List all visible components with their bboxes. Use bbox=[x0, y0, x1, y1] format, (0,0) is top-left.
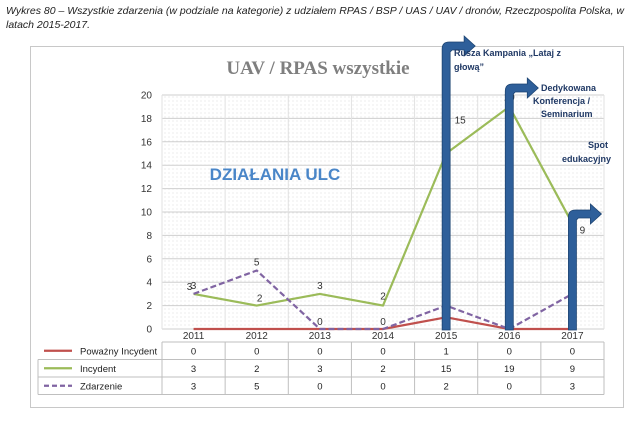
table-cell: 0 bbox=[317, 346, 322, 357]
y-tick-label: 16 bbox=[141, 137, 153, 148]
table-cell: 3 bbox=[191, 381, 196, 392]
table-cell: 5 bbox=[254, 381, 259, 392]
table-cell: 2 bbox=[443, 381, 448, 392]
table-cell: 0 bbox=[380, 381, 385, 392]
table-cell: 0 bbox=[317, 381, 322, 392]
x-tick-label: 2011 bbox=[183, 331, 205, 342]
x-tick-label: 2017 bbox=[561, 331, 584, 342]
data-label-zdarzenie: 0 bbox=[317, 317, 323, 328]
y-tick-label: 18 bbox=[141, 114, 153, 125]
annotation-label: głową” bbox=[454, 62, 484, 72]
table-cell: 2 bbox=[254, 364, 259, 375]
y-tick-label: 0 bbox=[146, 325, 152, 336]
data-label-incydent: 3 bbox=[187, 282, 193, 293]
y-tick-label: 4 bbox=[146, 278, 152, 289]
annotation-label: Rusza Kampania „Lataj z bbox=[454, 48, 562, 58]
y-tick-label: 20 bbox=[141, 91, 153, 102]
table-cell: 19 bbox=[504, 364, 515, 375]
annotation-arrow bbox=[568, 203, 603, 331]
chart-frame bbox=[30, 46, 624, 408]
table-cell: 0 bbox=[570, 346, 575, 357]
y-tick-label: 12 bbox=[141, 184, 153, 195]
data-label-incydent: 15 bbox=[455, 116, 467, 127]
table-cell: 3 bbox=[570, 381, 575, 392]
table-cell: 1 bbox=[443, 346, 448, 357]
table-cell: 0 bbox=[380, 346, 385, 357]
chart-title: UAV / RPAS wszystkie bbox=[226, 58, 409, 79]
data-label-zdarzenie: 0 bbox=[380, 317, 386, 328]
legend-label: Zdarzenie bbox=[80, 381, 122, 392]
data-label-incydent: 2 bbox=[380, 292, 386, 303]
annotation-arrow bbox=[441, 35, 476, 331]
y-tick-label: 14 bbox=[141, 161, 153, 172]
y-axis: 0 2 4 6 8 10 12 14 16 18 20 bbox=[141, 91, 153, 336]
annotation-label: edukacyjny bbox=[562, 154, 611, 164]
table-cell: 0 bbox=[254, 346, 259, 357]
table-cell: 0 bbox=[191, 346, 196, 357]
data-label-incydent: 9 bbox=[580, 226, 586, 237]
table-cell: 2 bbox=[380, 364, 385, 375]
annotation-label: Dedykowana bbox=[541, 83, 597, 93]
y-tick-label: 2 bbox=[146, 301, 152, 312]
annotation-label: Seminarium bbox=[541, 109, 593, 119]
y-tick-label: 8 bbox=[146, 231, 152, 242]
x-tick-label: 2013 bbox=[309, 331, 332, 342]
data-label-zdarzenie: 3 bbox=[191, 281, 197, 292]
table-cell: 3 bbox=[191, 364, 196, 375]
table-cell: 3 bbox=[317, 364, 322, 375]
table-cell: 15 bbox=[441, 364, 452, 375]
data-label-zdarzenie: 5 bbox=[254, 258, 260, 269]
annotation-label: Spot bbox=[588, 140, 608, 150]
gridlines bbox=[161, 94, 605, 330]
annotation-arrows: Rusza Kampania „Lataj z głową” Dedykowana K… bbox=[441, 35, 611, 331]
overlay-text: DZIAŁANIA ULC bbox=[210, 165, 341, 184]
x-tick-label: 2014 bbox=[372, 331, 395, 342]
x-tick-label: 2016 bbox=[498, 331, 521, 342]
annotation-arrow bbox=[504, 77, 539, 331]
table-cell: 0 bbox=[507, 346, 512, 357]
data-label-incydent: 2 bbox=[257, 294, 263, 305]
legend-label: Incydent bbox=[80, 364, 116, 375]
figure-caption: Wykres 80 – Wszystkie zdarzenia (w podzi… bbox=[6, 5, 625, 31]
y-tick-label: 6 bbox=[146, 254, 152, 265]
annotation-label: Konferencja / bbox=[533, 96, 591, 106]
table-cell: 0 bbox=[507, 381, 512, 392]
x-tick-label: 2012 bbox=[246, 331, 269, 342]
y-tick-label: 10 bbox=[141, 208, 153, 219]
table-cell: 9 bbox=[570, 364, 575, 375]
data-label-incydent: 3 bbox=[317, 281, 323, 292]
x-tick-label: 2015 bbox=[435, 331, 458, 342]
legend-label: Poważny Incydent bbox=[80, 346, 157, 357]
